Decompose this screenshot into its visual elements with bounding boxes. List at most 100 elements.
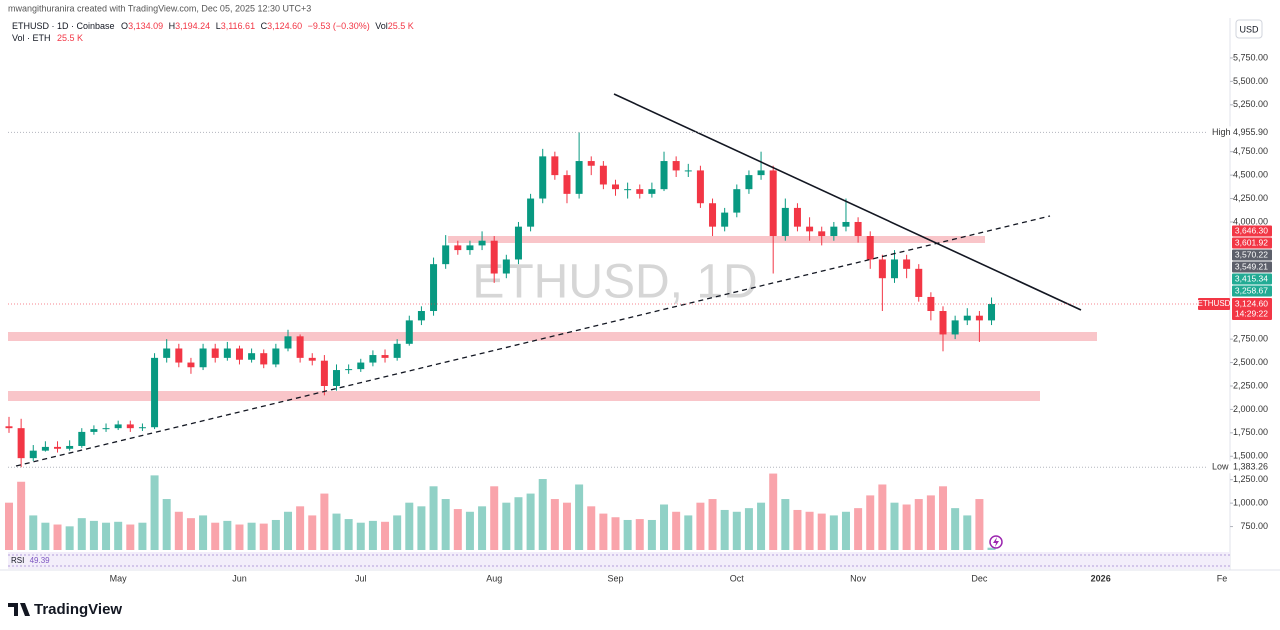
extreme-name: Low bbox=[1212, 462, 1229, 472]
y-tick-label: 1,000.00 bbox=[1233, 498, 1268, 508]
candle-layer bbox=[5, 132, 996, 468]
y-tick-label: 4,750.00 bbox=[1233, 146, 1268, 156]
candle-body bbox=[29, 450, 37, 459]
price-tag bbox=[1232, 225, 1272, 237]
price-tag-label: 3,601.92 bbox=[1235, 237, 1268, 247]
volume-bar bbox=[963, 515, 972, 550]
candle-body bbox=[842, 221, 850, 227]
candle-body bbox=[587, 161, 595, 166]
candle-body bbox=[126, 424, 134, 429]
candle-body bbox=[636, 189, 644, 194]
volume-bar bbox=[453, 509, 462, 550]
volume-bar bbox=[720, 509, 729, 550]
volume-legend-value: 25.5 K bbox=[57, 33, 83, 43]
currency-box[interactable] bbox=[1235, 19, 1263, 39]
logo: TradingView bbox=[8, 601, 122, 618]
volume-bar bbox=[526, 493, 535, 550]
candle-body bbox=[417, 311, 425, 321]
trendline[interactable] bbox=[613, 93, 1082, 311]
candle-body bbox=[551, 156, 559, 176]
volume-bar bbox=[623, 519, 632, 550]
volume-value: 25.5 K bbox=[388, 21, 414, 31]
x-tick-label: 2026 bbox=[1091, 573, 1111, 583]
volume-bar bbox=[247, 522, 256, 550]
price-tag bbox=[1232, 237, 1272, 249]
volume-bar bbox=[599, 513, 608, 550]
volume-bar bbox=[114, 521, 123, 550]
volume-bar bbox=[684, 515, 693, 550]
candle-body bbox=[951, 320, 959, 335]
y-tick-label: 2,750.00 bbox=[1233, 333, 1268, 343]
last-price-symbol-box bbox=[1198, 298, 1230, 311]
y-tick-label: 4,500.00 bbox=[1233, 169, 1268, 179]
rsi-pane bbox=[8, 552, 1230, 569]
candle-body bbox=[939, 311, 947, 335]
candle-body bbox=[248, 353, 256, 360]
volume-bar bbox=[417, 506, 426, 550]
volume-bar bbox=[939, 486, 948, 550]
volume-bar bbox=[5, 502, 13, 550]
volume-bar bbox=[914, 499, 923, 550]
extreme-value: 4,955.90 bbox=[1233, 127, 1268, 137]
candle-body bbox=[102, 428, 110, 430]
volume-bar bbox=[223, 520, 232, 550]
volume-bar bbox=[841, 511, 850, 550]
logo-icon bbox=[8, 603, 30, 616]
candle-body bbox=[963, 315, 971, 321]
candle-body bbox=[17, 428, 25, 459]
volume-bar bbox=[17, 481, 26, 550]
candle-body bbox=[41, 446, 49, 451]
candle-body bbox=[696, 170, 704, 204]
candle-body bbox=[357, 362, 365, 370]
volume-bar bbox=[550, 499, 559, 550]
ohlc-value: 3,124.60 bbox=[267, 21, 302, 31]
trendline-dashed[interactable] bbox=[15, 215, 1051, 467]
y-tick-label: 1,250.00 bbox=[1233, 474, 1268, 484]
volume-bar bbox=[235, 524, 244, 550]
volume-bar bbox=[744, 508, 753, 550]
volume-bar bbox=[817, 513, 826, 550]
volume-layer bbox=[5, 473, 996, 550]
x-tick-label: May bbox=[110, 573, 128, 583]
y-tick-label: 4,250.00 bbox=[1233, 193, 1268, 203]
volume-bar bbox=[575, 484, 584, 550]
extreme-value: 1,383.26 bbox=[1233, 462, 1268, 472]
volume-bar bbox=[283, 511, 292, 550]
volume-bar bbox=[635, 519, 644, 550]
candle-body bbox=[769, 170, 777, 237]
volume-bar bbox=[660, 504, 669, 550]
candle-body bbox=[745, 175, 753, 190]
volume-bar bbox=[514, 497, 523, 550]
volume-bar bbox=[126, 524, 135, 550]
volume-bar bbox=[102, 522, 111, 550]
candle-body bbox=[478, 240, 486, 246]
volume-bar bbox=[902, 504, 911, 550]
candle-body bbox=[320, 360, 328, 386]
symbol-legend: ETHUSD · 1D · Coinbase O3,134.09 H3,194.… bbox=[12, 21, 414, 31]
y-tick-label: 2,000.00 bbox=[1233, 404, 1268, 414]
candle-body bbox=[90, 429, 98, 432]
volume-label: Vol bbox=[375, 21, 388, 31]
price-tag bbox=[1232, 249, 1272, 261]
candle-body bbox=[381, 355, 389, 358]
candle-body bbox=[539, 156, 547, 199]
volume-bar bbox=[65, 526, 74, 550]
candle-body bbox=[272, 348, 280, 365]
volume-bar bbox=[381, 521, 390, 550]
candle-body bbox=[163, 348, 171, 358]
volume-bar bbox=[878, 484, 887, 550]
candle-body bbox=[308, 357, 316, 361]
x-tick-label: Sep bbox=[607, 573, 623, 583]
candle-body bbox=[575, 161, 583, 194]
candle-body bbox=[709, 203, 717, 227]
change: −9.53 (−0.30%) bbox=[308, 21, 370, 31]
candle-body bbox=[54, 446, 62, 449]
volume-bar bbox=[356, 522, 365, 550]
volume-bar bbox=[587, 506, 596, 550]
ohlc-value: 3,116.61 bbox=[221, 21, 255, 31]
volume-bar bbox=[781, 499, 790, 550]
volume-bar bbox=[162, 499, 171, 550]
y-tick-label: 2,500.00 bbox=[1233, 357, 1268, 367]
volume-bar bbox=[259, 523, 268, 550]
